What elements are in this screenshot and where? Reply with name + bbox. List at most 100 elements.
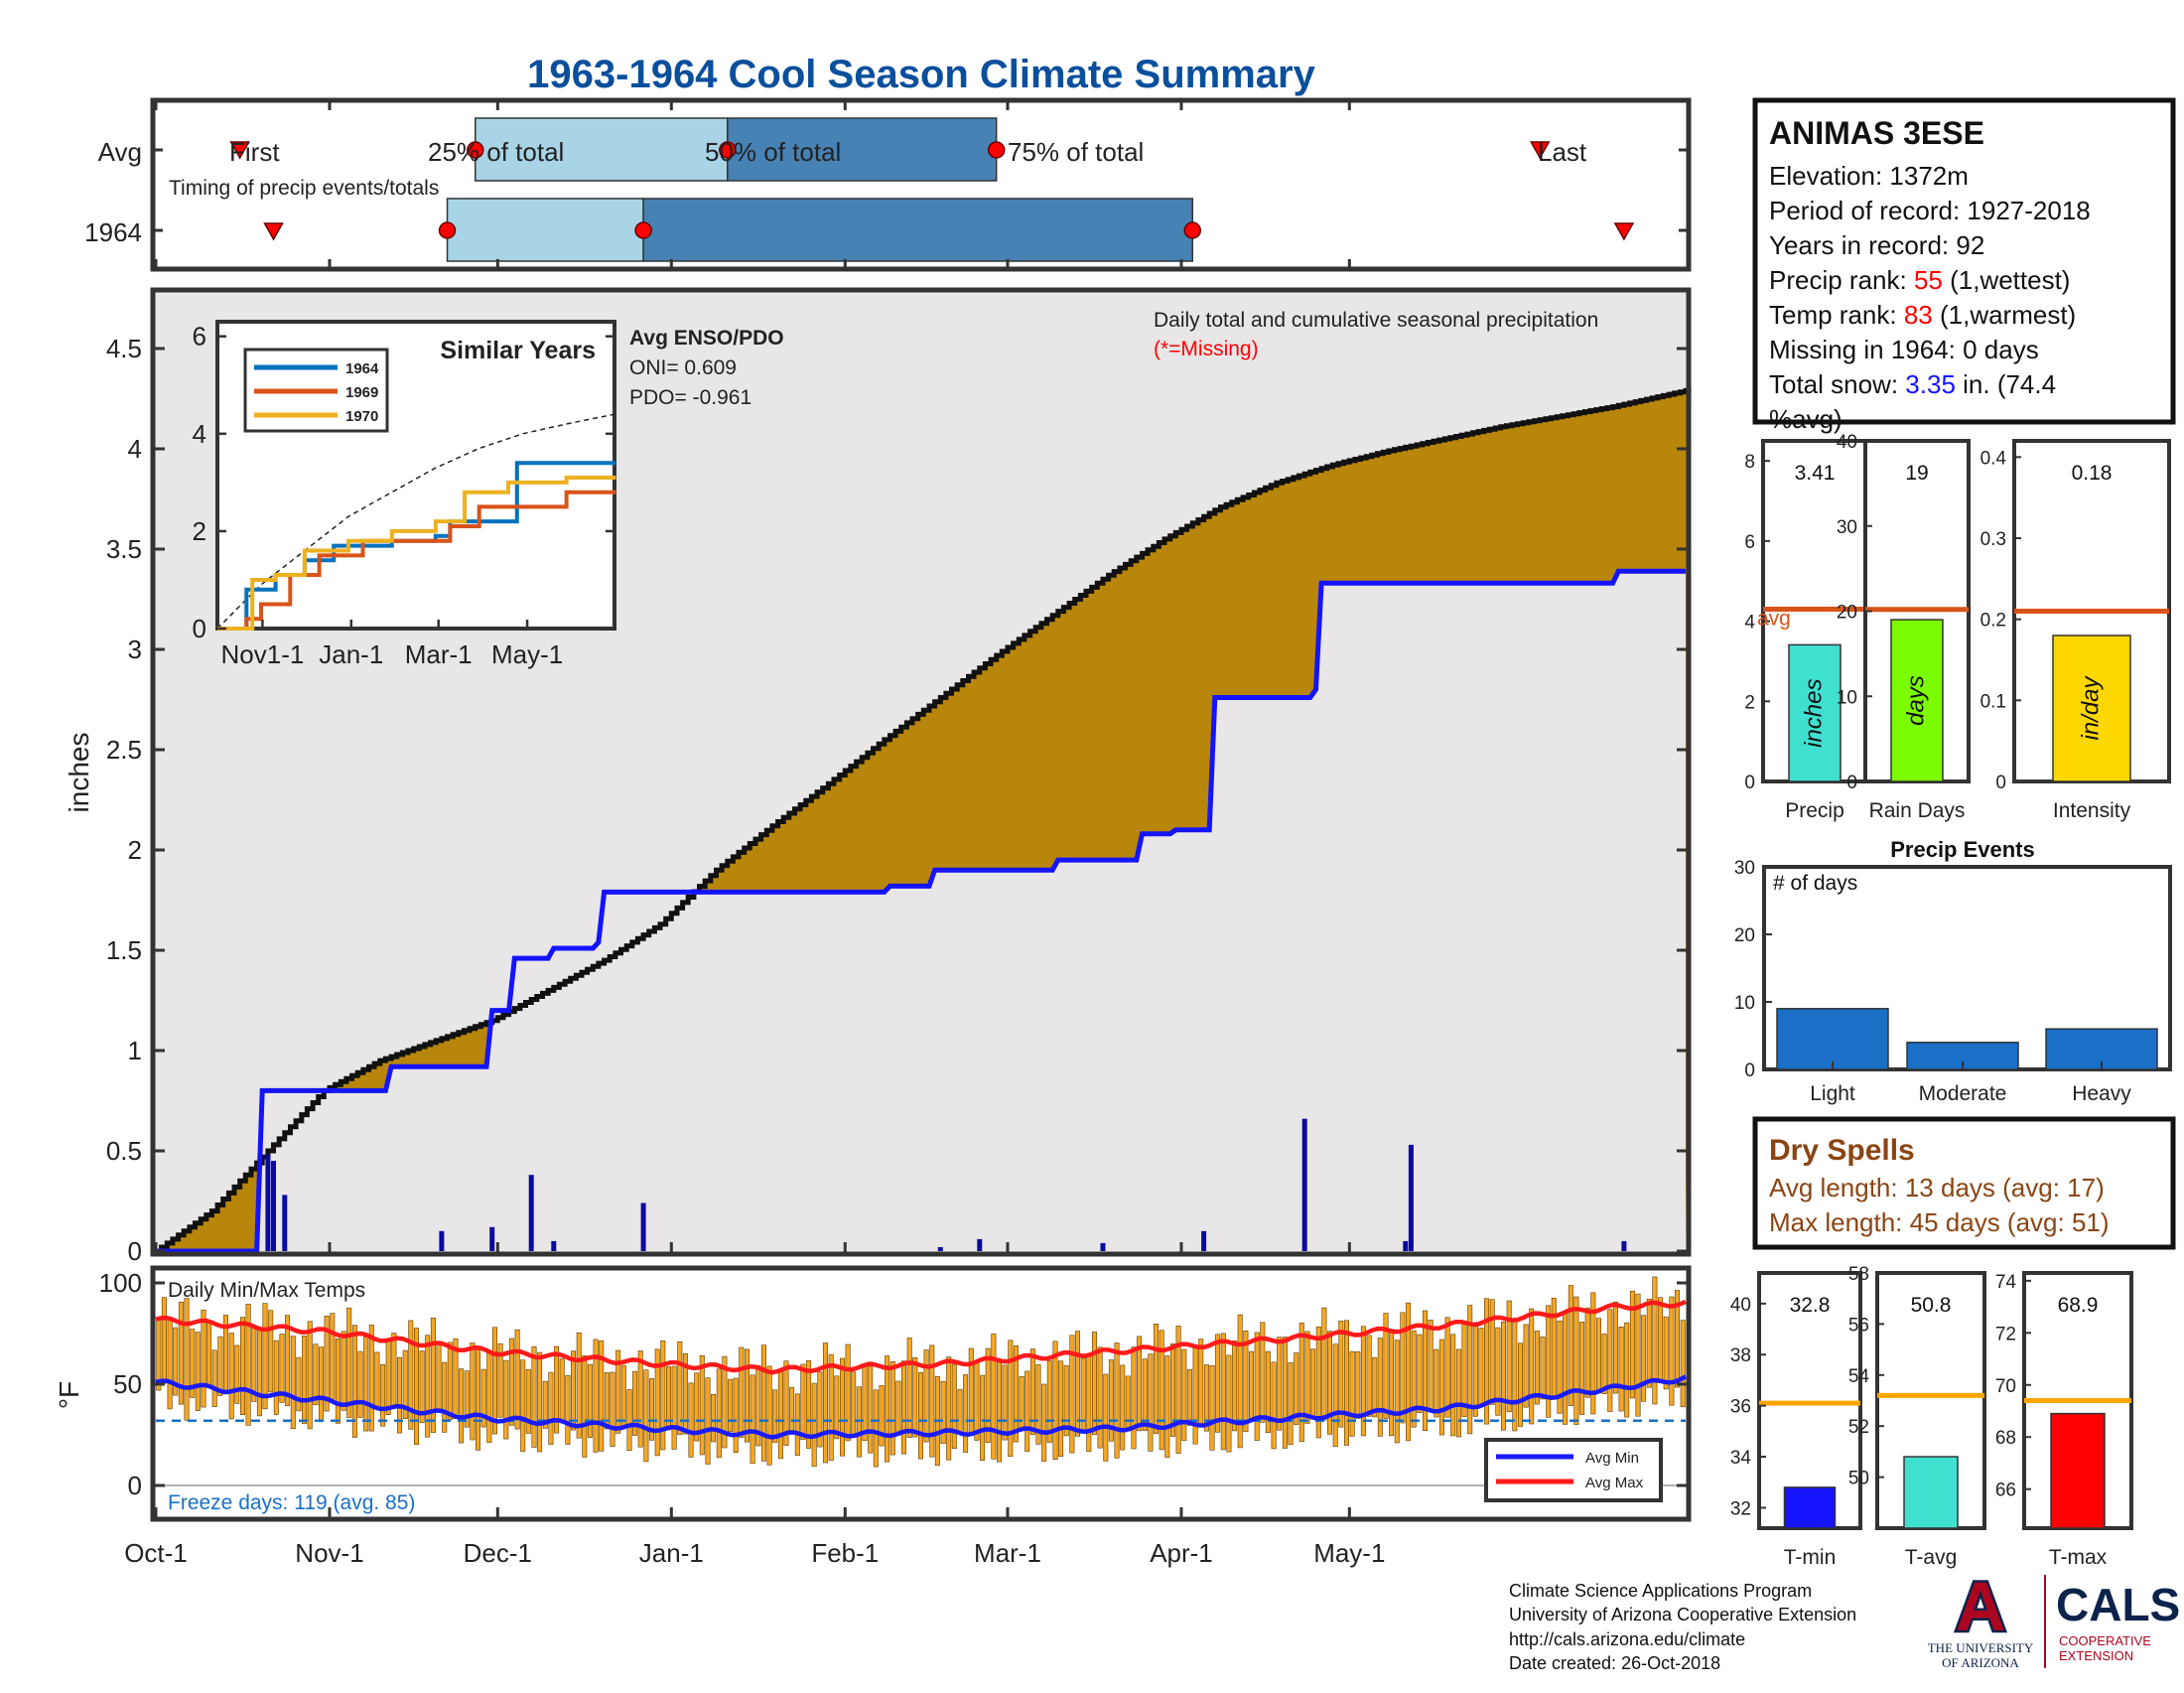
daily-temp-bar — [161, 1297, 167, 1384]
daily-temp-bar — [335, 1338, 341, 1424]
daily-temp-bar — [1573, 1296, 1579, 1425]
panel-value-text: 19 — [1905, 462, 1928, 485]
daily-temp-bar — [470, 1342, 476, 1441]
precip-note: Daily total and cumulative seasonal prec… — [1154, 309, 1598, 332]
daily-temp-bar — [402, 1349, 408, 1419]
daily-temp-bar — [794, 1393, 800, 1457]
daily-temp-bar — [1181, 1348, 1187, 1442]
daily-temp-bar — [1444, 1317, 1450, 1418]
daily-temp-bar — [206, 1322, 212, 1387]
temp-summary-panels: 32.8 32 34 36 38 40 T-min 50.8 50 52 54 56 58 T-avg 68… — [1730, 1264, 2133, 1569]
daily-temp-bar — [906, 1338, 912, 1438]
daily-temp-bar — [1024, 1370, 1030, 1452]
daily-temp-bar — [1013, 1345, 1019, 1443]
daily-temp-bar — [1529, 1308, 1535, 1425]
daily-temp-bar — [682, 1352, 688, 1435]
daily-temp-bar — [985, 1347, 991, 1444]
daily-temp-bar — [1658, 1297, 1664, 1383]
daily-temp-bar — [217, 1336, 223, 1396]
t-avgsummary-panel: 50.8 50 52 54 56 58 T-avg — [1848, 1264, 1986, 1569]
daily-temp-bar — [946, 1356, 952, 1461]
precip-y-axis: 0 0.5 1 1.5 2 2.5 3 3.5 4 4.5 — [106, 334, 1689, 1266]
daily-precip-bar — [1201, 1230, 1207, 1251]
temp-y-tick-label: 100 — [99, 1268, 142, 1298]
daily-temp-bar — [900, 1360, 906, 1455]
daily-temp-bar — [1148, 1353, 1154, 1452]
inset-x-tick-label: Mar-1 — [405, 639, 473, 669]
month-axis: Oct-1 Nov-1 Dec-1 Jan-1 Feb-1 Mar-1 Apr-1 May-1 — [124, 1242, 1385, 1568]
daily-temp-bar — [240, 1317, 246, 1415]
precip-plot-frame — [150, 287, 1692, 1257]
precip-events-panel: Precip Events # of days 0 10 20 30 Light Mode… — [1734, 837, 2172, 1105]
average-cumulative-line — [156, 568, 1686, 1254]
daily-precip-bar — [1621, 1240, 1627, 1251]
daily-temp-bar — [374, 1351, 380, 1409]
daily-temp-bar — [851, 1371, 857, 1435]
panel-tick-label: 0.4 — [1980, 448, 2007, 469]
daily-temp-bar — [1663, 1316, 1669, 1390]
daily-temp-bar — [1579, 1322, 1585, 1415]
daily-temp-bar — [1551, 1298, 1557, 1399]
station-period: Period of record: 1927-2018 — [1769, 196, 2091, 225]
daily-temp-bar — [178, 1301, 184, 1405]
daily-temp-bar — [1131, 1346, 1137, 1450]
panel-average-label: avg — [1757, 607, 1791, 630]
precip-y-tick-label: 1.5 — [106, 935, 142, 965]
avg-min-line — [155, 1374, 1688, 1440]
station-info-box: ANIMAS 3ESE Elevation: 1372m Period of r… — [1752, 97, 2176, 434]
daily-temp-bar — [1467, 1305, 1473, 1435]
daily-temp-bar — [565, 1375, 571, 1445]
daily-temp-bar — [1265, 1350, 1271, 1433]
dry-spells-title: Dry Spells — [1769, 1134, 1915, 1167]
daily-temp-bar — [1501, 1322, 1507, 1431]
inset-line-1970 — [217, 476, 616, 631]
daily-precip-bar — [551, 1240, 557, 1251]
panel-label: T-avg — [1905, 1546, 1958, 1569]
daily-temp-bar — [279, 1334, 285, 1403]
university-of-arizona-logo[interactable]: A THE UNIVERSITY OF ARIZONA — [1928, 1566, 2034, 1671]
intensitysummary-panel: 0.18 0 0.1 0.2 0.3 0.4 Intensity in/day — [1980, 439, 2171, 822]
inset-series — [216, 413, 616, 631]
station-precip-rank: Precip rank: 55 (1,wettest) — [1769, 265, 2070, 295]
daily-temp-bar — [699, 1354, 705, 1456]
panel-tick-label: 0 — [1744, 773, 1755, 793]
daily-temp-bar — [889, 1361, 895, 1456]
daily-temp-bar — [1534, 1331, 1540, 1405]
daily-temp-bar — [341, 1331, 346, 1411]
dry-spells-max: Max length: 45 days (avg: 51) — [1769, 1207, 2110, 1237]
daily-temp-bar — [923, 1349, 929, 1443]
enso-title: Avg ENSO/PDO — [629, 327, 784, 350]
cals-logo-line-2: EXTENSION — [2059, 1648, 2133, 1663]
daily-temp-bar — [1596, 1318, 1602, 1394]
panel-tick-label: 6 — [1744, 532, 1755, 553]
daily-temp-bar — [1209, 1365, 1215, 1451]
daily-temp-bar — [324, 1316, 330, 1412]
inset-average-line — [216, 413, 615, 630]
daily-temp-bar — [1186, 1368, 1192, 1426]
daily-temp-bar — [167, 1317, 173, 1410]
panel-value-bar — [2050, 1412, 2106, 1529]
daily-temp-bar — [1041, 1383, 1047, 1462]
daily-temp-bar — [1203, 1364, 1209, 1432]
daily-temp-bar — [1563, 1313, 1569, 1425]
daily-temp-bar — [408, 1320, 414, 1430]
timing-label-25: 25% of total — [428, 137, 564, 167]
daily-temp-bar — [1288, 1362, 1294, 1446]
inset-y-tick-label: 2 — [193, 516, 206, 546]
daily-temp-bar — [1298, 1323, 1304, 1443]
events-category-label: Moderate — [1919, 1082, 2007, 1105]
panel-tick-label: 40 — [1730, 1295, 1751, 1316]
daily-temp-bar — [1069, 1335, 1075, 1454]
daily-temp-bar — [593, 1339, 599, 1453]
timing-label-first: First — [229, 137, 280, 167]
daily-temp-bar — [1349, 1350, 1355, 1437]
precip-y-tick-label: 1 — [128, 1036, 142, 1065]
cals-logo[interactable]: CALS COOPERATIVE EXTENSION — [2056, 1579, 2180, 1663]
precip-y-tick-label: 3 — [128, 635, 142, 664]
panel-tick-label: 74 — [1995, 1272, 2017, 1293]
panel-label: T-max — [2049, 1546, 2108, 1569]
daily-temp-bar — [1478, 1328, 1484, 1407]
daily-temp-bar — [1646, 1299, 1652, 1388]
station-elevation: Elevation: 1372m — [1769, 161, 1969, 191]
events-y-tick-label: 0 — [1744, 1060, 1755, 1081]
